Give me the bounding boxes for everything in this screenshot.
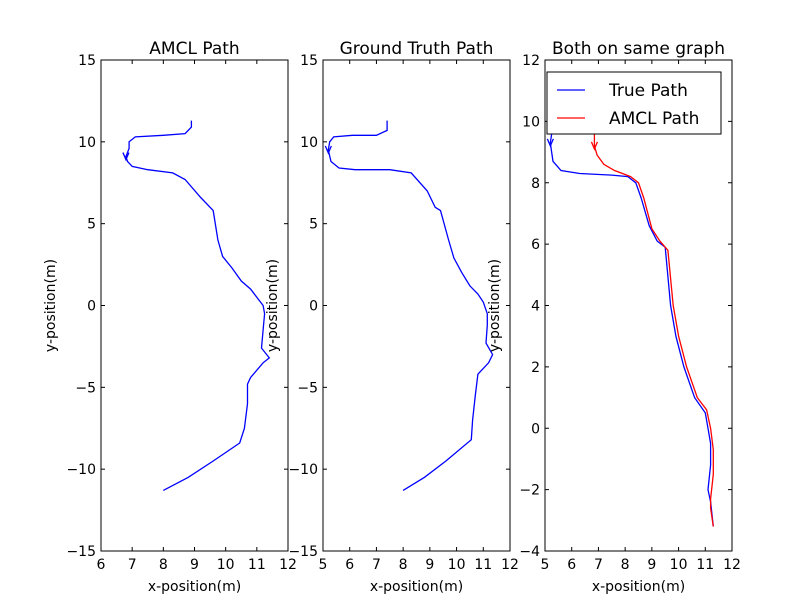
y-tick-label: 12 (522, 53, 540, 69)
x-tick-label: 11 (474, 557, 492, 573)
x-axis-label: x-position(m) (370, 579, 463, 595)
series-line-1-0 (327, 120, 494, 491)
x-tick-label: 5 (319, 557, 328, 573)
x-axis-label: x-position(m) (148, 579, 241, 595)
x-tick-label: 12 (501, 557, 519, 573)
legend: True Path AMCL Path (546, 71, 722, 135)
legend-box (546, 71, 722, 135)
y-tick-label: 6 (531, 237, 540, 253)
y-tick-label: −5 (297, 380, 318, 396)
y-tick-label: −10 (66, 462, 96, 478)
panel-both-on-same-graph: 5 6 7 8 9 10 11 12 12 10 8 6 4 2 0 −2 −4 Both on same gr… (487, 39, 741, 595)
y-tick-label: 10 (522, 114, 540, 130)
x-tick-label: 6 (567, 557, 576, 573)
y-tick-label: 0 (531, 421, 540, 437)
x-tick-label: 10 (670, 557, 688, 573)
y-tick-label: 10 (300, 135, 318, 151)
x-axis-label: x-position(m) (592, 579, 685, 595)
y-tick-label: −2 (519, 483, 540, 499)
x-tick-label: 9 (425, 557, 434, 573)
x-tick-label: 10 (217, 557, 235, 573)
axes-frame (322, 59, 511, 552)
y-tick-label: 0 (87, 299, 96, 315)
y-tick-label: 15 (78, 53, 96, 69)
series-line-0-0 (125, 120, 271, 491)
plot-lines (546, 133, 714, 527)
path-arrow-mark (590, 141, 599, 151)
legend-label-amcl-path: AMCL Path (609, 109, 699, 129)
x-tick-label: 7 (594, 557, 603, 573)
x-tick-label: 8 (621, 557, 630, 573)
x-tick-label: 5 (541, 557, 550, 573)
legend-label-true-path: True Path (608, 81, 688, 101)
path-arrow-mark (122, 152, 130, 162)
x-tick-label: 12 (279, 557, 297, 573)
x-tick-label: 7 (128, 557, 137, 573)
y-tick-label: 8 (531, 176, 540, 192)
x-tick-label: 9 (647, 557, 656, 573)
y-tick-label: −15 (66, 544, 96, 560)
y-tick-label: 10 (78, 135, 96, 151)
chart-title: AMCL Path (149, 39, 239, 59)
ticks: 5 6 7 8 9 10 11 12 12 10 8 6 4 2 0 −2 −4 (519, 53, 741, 573)
y-axis-label: y-position(m) (487, 259, 503, 352)
y-tick-label: 2 (531, 360, 540, 376)
y-tick-label: 5 (87, 217, 96, 233)
x-tick-label: 6 (97, 557, 106, 573)
x-tick-label: 12 (723, 557, 741, 573)
panel-amcl-path: 6 7 8 9 10 11 12 15 10 5 0 −5 −10 −15 AMCL Path x-pos… (43, 39, 297, 595)
panel-ground-truth-path: 5 6 7 8 9 10 11 12 15 10 5 0 −5 −10 −15 Ground Truth P… (265, 39, 519, 595)
x-tick-label: 10 (448, 557, 466, 573)
series-line-amcl-path (593, 133, 714, 527)
x-tick-label: 9 (190, 557, 199, 573)
ticks: 5 6 7 8 9 10 11 12 15 10 5 0 −5 −10 −15 (288, 53, 518, 573)
x-tick-label: 6 (345, 557, 354, 573)
chart-title: Both on same graph (552, 39, 725, 59)
chart-title: Ground Truth Path (340, 39, 494, 59)
y-tick-label: −10 (288, 462, 318, 478)
y-tick-label: 0 (309, 299, 318, 315)
x-tick-label: 11 (248, 557, 266, 573)
x-tick-label: 8 (399, 557, 408, 573)
path-arrow-mark (324, 145, 332, 155)
ticks: 6 7 8 9 10 11 12 15 10 5 0 −5 −10 −15 (66, 53, 296, 573)
x-tick-label: 8 (159, 557, 168, 573)
y-tick-label: −4 (519, 544, 540, 560)
series-line-true-path (549, 133, 714, 527)
x-tick-label: 11 (696, 557, 714, 573)
path-arrow-mark (546, 138, 554, 148)
plot-lines (324, 120, 494, 491)
y-axis-label: y-position(m) (43, 259, 59, 352)
y-tick-label: 5 (309, 217, 318, 233)
y-tick-label: −5 (75, 380, 96, 396)
y-tick-label: 15 (300, 53, 318, 69)
y-axis-label: y-position(m) (265, 259, 281, 352)
axes-frame (100, 59, 289, 552)
plot-lines (122, 120, 271, 491)
y-tick-label: 4 (531, 299, 540, 315)
y-tick-label: −15 (288, 544, 318, 560)
x-tick-label: 7 (372, 557, 381, 573)
